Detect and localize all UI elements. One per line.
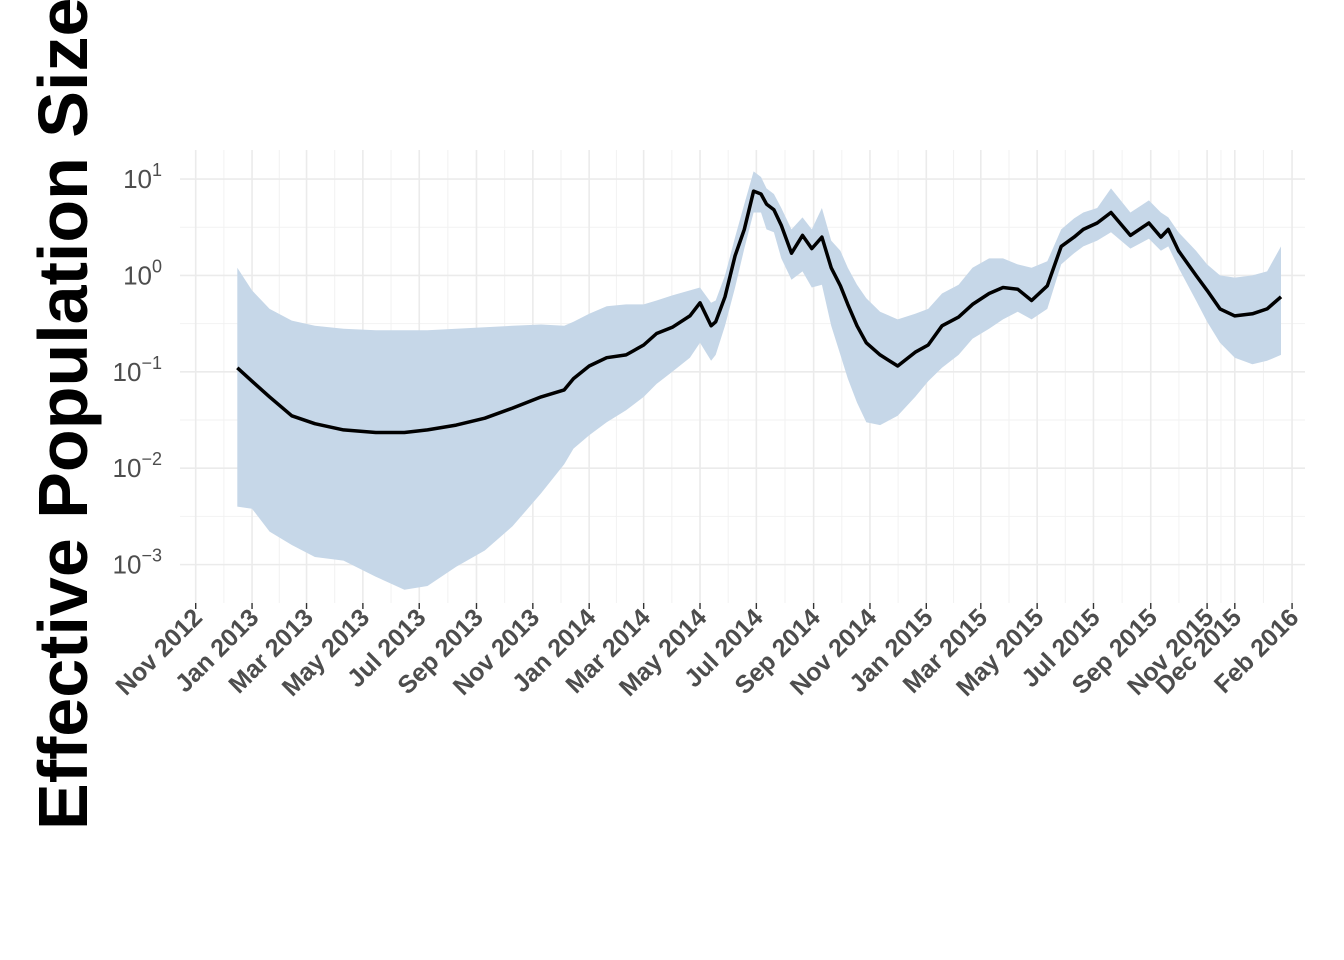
minor-gridlines	[180, 150, 1305, 603]
y-axis-ticks: 101 100 10−1 10−2 10−3	[113, 160, 162, 580]
confidence-band	[237, 171, 1281, 590]
y-tick-label: 10−3	[113, 546, 162, 580]
y-tick-label: 101	[123, 160, 162, 194]
y-tick-label: 10−2	[113, 449, 162, 483]
y-tick-label: 100	[123, 256, 162, 290]
median-line	[236, 189, 1283, 435]
y-tick-label: 10−1	[113, 353, 162, 387]
y-axis-label: Effective Population Size (N	[24, 0, 102, 830]
